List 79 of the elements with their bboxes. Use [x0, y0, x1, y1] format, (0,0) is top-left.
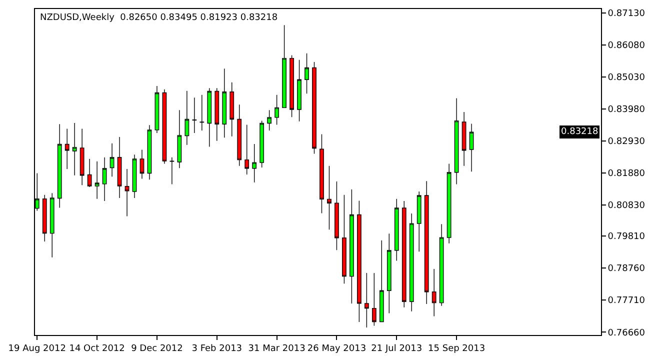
candlestick	[94, 161, 100, 200]
candlestick	[42, 194, 47, 242]
y-tick-label: 0.79810	[608, 232, 646, 242]
candlestick	[402, 200, 406, 308]
candlestick	[147, 124, 152, 180]
x-tick-label: 31 Mar 2013	[248, 344, 306, 354]
candlestick	[282, 24, 286, 108]
candlestick	[409, 213, 414, 312]
candlestick	[102, 157, 107, 202]
candlestick	[80, 128, 84, 186]
candlestick	[87, 158, 92, 188]
candlestick	[237, 104, 242, 166]
candlestick	[177, 110, 182, 168]
y-tick-label: 0.81880	[608, 169, 646, 180]
candlestick	[350, 189, 354, 304]
y-tick-label: 0.82930	[608, 137, 646, 148]
candlestick	[252, 144, 257, 183]
candlestick	[446, 163, 452, 244]
annotation: 0.83218	[561, 127, 598, 137]
candlestick	[342, 194, 346, 284]
candlestick	[297, 59, 302, 122]
candlestick	[244, 124, 250, 175]
candlestick	[334, 181, 339, 250]
candlestick	[320, 134, 324, 214]
chart-title: NZDUSD,Weekly 0.82650 0.83495 0.81923 0.83218	[40, 13, 278, 23]
candlestick	[162, 89, 167, 164]
candlestick	[200, 94, 204, 131]
y-tick-label: 0.77710	[608, 296, 646, 306]
y-tick-label: 0.83980	[608, 105, 646, 116]
candlestick	[192, 97, 197, 134]
candlestick	[357, 200, 362, 322]
candlestick	[260, 120, 264, 168]
y-tick-label: 0.87130	[608, 9, 646, 20]
x-tick-label: 21 Jul 2013	[371, 344, 422, 354]
candlestick	[267, 110, 272, 131]
candlestick	[416, 191, 422, 252]
candlestick	[132, 154, 137, 198]
x-tick-label: 14 Oct 2012	[69, 344, 125, 354]
candlestick	[64, 128, 70, 170]
candlestick	[462, 112, 466, 166]
candlestick	[312, 62, 316, 154]
y-tick-label: 0.76660	[608, 328, 646, 338]
candlestick	[207, 88, 212, 148]
candlestick	[124, 168, 130, 217]
x-tick-label: 19 Aug 2012	[8, 344, 66, 354]
candlestick	[327, 166, 332, 230]
candlestick	[274, 94, 279, 126]
candlestick	[364, 272, 369, 328]
y-tick-label: 0.80830	[608, 201, 646, 212]
candlestick	[170, 157, 174, 185]
candlestick	[72, 122, 77, 176]
candlestick	[214, 88, 220, 142]
candlestick	[140, 149, 144, 180]
candlestick	[222, 68, 227, 138]
candlestick	[439, 224, 444, 306]
candlestick	[386, 233, 392, 314]
candlestick	[110, 143, 114, 177]
y-tick-label: 0.78760	[608, 264, 646, 274]
candlestick	[379, 240, 384, 322]
y-tick-label: 0.85030	[608, 73, 646, 84]
candlestick	[372, 272, 376, 326]
x-tick-label: 26 May 2013	[307, 344, 366, 354]
candlestick	[230, 82, 234, 137]
x-tick-label: 3 Feb 2013	[192, 344, 242, 354]
candlestick	[454, 98, 459, 185]
candlestick	[304, 53, 309, 94]
y-tick-label: 0.86080	[608, 41, 646, 52]
candlestick	[154, 86, 160, 134]
candlestick	[290, 54, 294, 118]
x-tick-label: 15 Sep 2013	[428, 344, 486, 354]
candlestick	[50, 192, 54, 258]
candlestick	[57, 124, 62, 208]
candlestick	[117, 136, 122, 198]
candlestick	[432, 268, 436, 317]
x-tick-label: 9 Dec 2012	[131, 344, 183, 354]
candlestick	[394, 198, 399, 262]
candlestick	[469, 123, 474, 172]
candlestick	[184, 90, 190, 146]
candlestick	[424, 180, 429, 304]
